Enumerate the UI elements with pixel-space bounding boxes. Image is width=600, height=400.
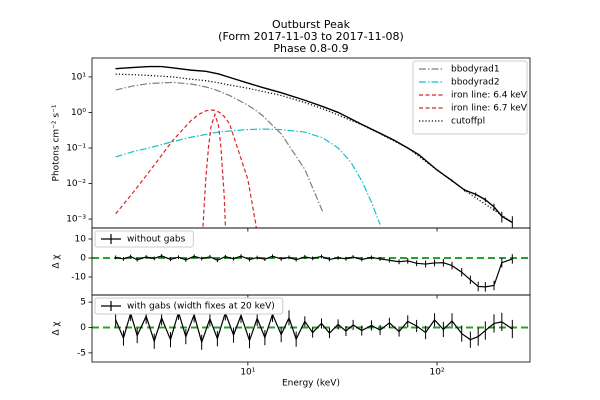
x-tick-label: 10¹ [240,368,255,378]
y-tick-label: 10⁻² [66,179,86,189]
axes-frame [91,294,531,363]
legend-label: iron line: 6.4 keV [451,91,528,101]
chart-subtitle: (Form 2017-11-03 to 2017-11-08) [218,30,404,43]
legend-label: bbodyrad1 [451,65,500,75]
legend-label: bbodyrad2 [451,78,500,88]
y-tick-label: 0 [80,323,86,333]
model-line [115,128,381,225]
legend-label: with gabs (width fixes at 20 keV) [127,302,275,312]
y-tick-label: -10 [71,272,86,282]
y-tick-label: 10⁻³ [66,215,86,225]
plot-area [92,254,530,292]
plot-area [115,65,513,228]
data-line [115,65,513,224]
legend-box [94,297,284,315]
model-line [115,73,513,223]
model-line [115,109,257,228]
y-tick-label: 10¹ [71,72,86,82]
legend-box [412,60,528,135]
legend-label: without gabs [127,235,186,245]
model-line [202,112,227,228]
legend-label: cutoffpl [451,117,485,127]
y-tick-label: 10⁻¹ [66,143,86,153]
y-tick-label: 10⁰ [71,108,86,118]
chart-title: Outburst Peak [272,18,351,31]
legend-label: iron line: 6.7 keV [451,104,528,114]
residual-line [115,255,513,288]
x-tick-label: 10² [430,368,445,378]
y-tick-label: 10 [75,235,87,245]
y-axis-label: Δ χ [52,321,62,335]
legend-box [94,230,194,248]
plot-area [92,304,530,350]
y-axis-label: Photons cm⁻² s⁻¹ [52,104,62,181]
x-axis-label: Energy (keV) [282,379,340,389]
y-tick-label: -5 [77,348,86,358]
y-tick-label: 0 [80,253,86,263]
chart-subtitle: Phase 0.8-0.9 [273,42,348,55]
y-tick-label: 5 [80,298,86,308]
y-axis-label: Δ χ [52,254,62,268]
model-line [115,81,324,214]
